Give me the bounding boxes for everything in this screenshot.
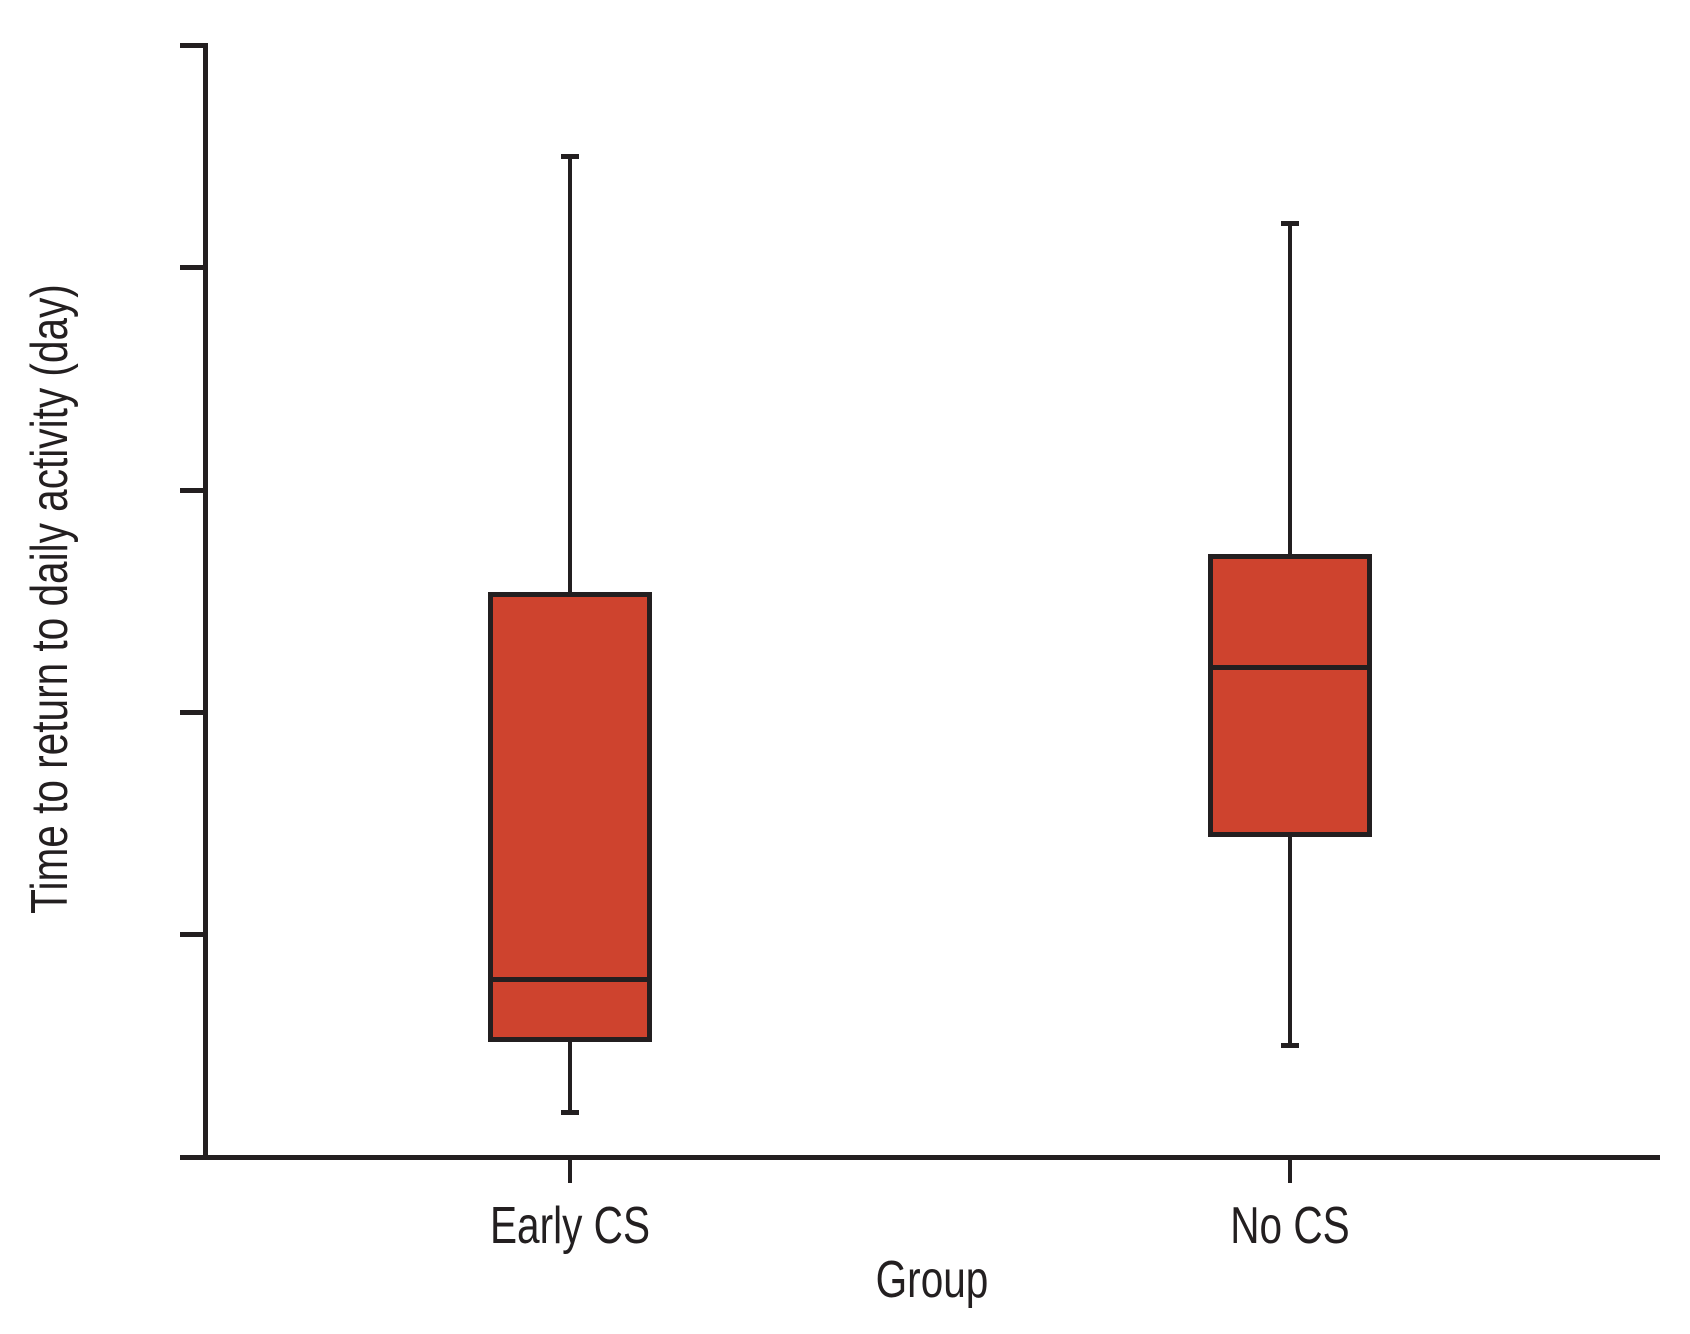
category-label: Early CS [489,1197,651,1255]
whisker-low-cap [1281,1043,1299,1049]
box-rect [1208,554,1372,838]
y-tick-mark [180,932,205,938]
x-tick-mark [1288,1157,1292,1183]
median-line [492,976,648,982]
whisker-low-cap [561,1110,579,1116]
y-tick-mark [180,1154,205,1160]
whisker-high-cap [1281,220,1299,226]
category-label: No CS [1230,1197,1350,1255]
y-tick-mark [180,265,205,271]
whisker-high-line [1288,223,1292,557]
y-tick-mark [180,709,205,715]
x-axis-line [180,1154,1660,1160]
whisker-high-line [568,156,572,595]
y-axis-title: Time to return to daily activity (day) [21,284,79,914]
whisker-high-cap [561,154,579,160]
box-rect [488,592,652,1042]
x-tick-mark [568,1157,572,1183]
whisker-low-line [1288,834,1292,1046]
x-axis-title: Group [875,1251,989,1309]
median-line [1212,665,1368,671]
y-tick-mark [180,487,205,493]
y-axis-line [203,43,208,1160]
y-tick-mark [180,43,205,48]
whisker-low-line [568,1039,572,1113]
